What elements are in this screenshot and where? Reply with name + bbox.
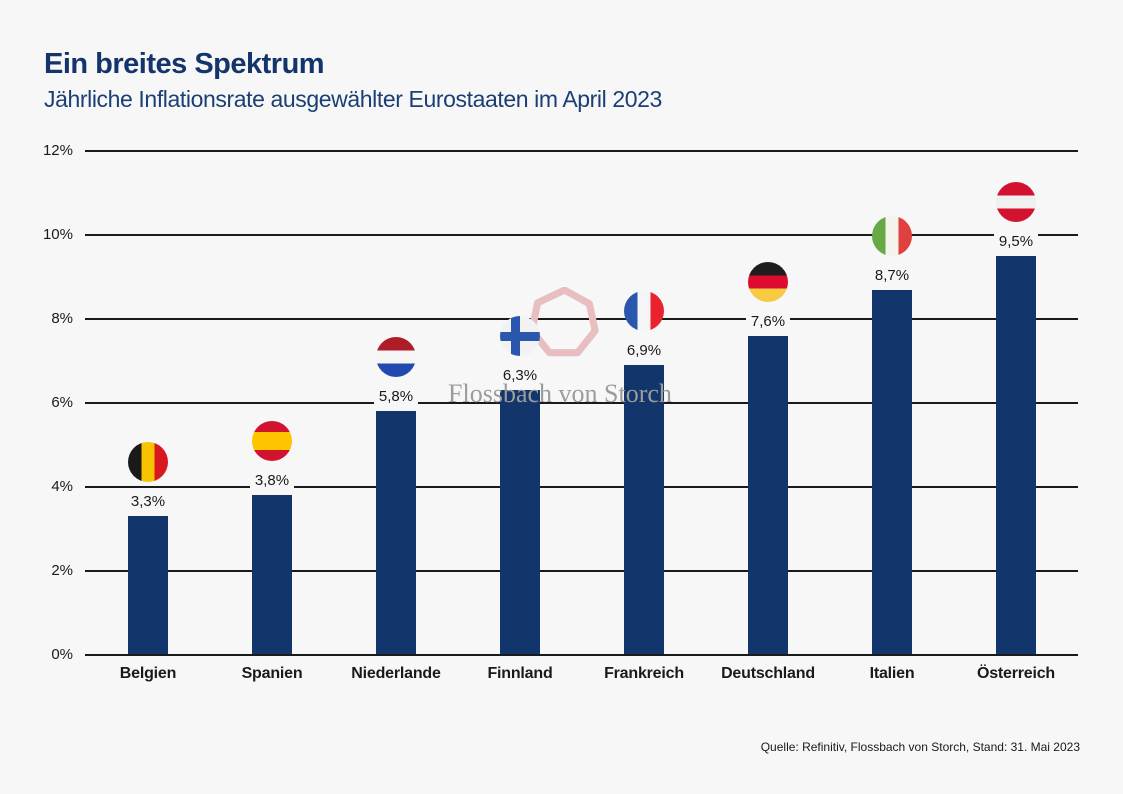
category-label-niederlande: Niederlande [351, 665, 441, 682]
bar-frankreich [624, 365, 664, 655]
value-label-text: 6,9% [621, 342, 667, 361]
value-label: 6,9% [584, 342, 704, 361]
gridline-4% [85, 486, 1078, 488]
gridline-2% [85, 570, 1078, 572]
niederlande-flag-icon [376, 337, 416, 378]
oesterreich-flag-icon [996, 182, 1036, 222]
spanien-flag-icon [252, 421, 292, 462]
bar-spanien [252, 495, 292, 655]
value-label: 9,5% [956, 233, 1076, 251]
deutschland-flag-icon [748, 261, 788, 302]
y-axis-tick-label: 0% [51, 646, 73, 663]
gridline-0% [85, 654, 1078, 656]
belgien-flag-icon [128, 442, 168, 483]
y-axis-tick-label: 6% [51, 394, 73, 411]
value-label-text: 6,3% [497, 367, 543, 386]
source-note: Quelle: Refinitiv, Flossbach von Storch,… [760, 740, 1080, 754]
value-label-text: 3,8% [249, 472, 295, 491]
y-axis-tick-label: 2% [51, 562, 73, 579]
bar-belgien [128, 516, 168, 655]
category-label-österreich: Österreich [976, 665, 1056, 682]
category-label-frankreich: Frankreich [604, 665, 684, 682]
value-label: 5,8% [336, 388, 456, 407]
category-label-spanien: Spanien [241, 665, 303, 682]
y-axis-tick-label: 4% [51, 478, 73, 495]
category-label-italien: Italien [869, 665, 915, 682]
y-axis-tick-label: 12% [42, 142, 73, 159]
gridline-6% [85, 402, 1078, 404]
category-label-belgien: Belgien [119, 665, 177, 682]
cross-vertical-bar [510, 316, 521, 357]
watermark-text: Flossbach von Storch [448, 379, 672, 408]
finnland-flag-icon [500, 316, 540, 357]
value-label-text: 7,6% [745, 312, 791, 331]
bar-niederlande [376, 411, 416, 655]
category-label-finnland: Finnland [487, 665, 553, 682]
y-axis-tick-label: 10% [42, 226, 73, 243]
heptagon-logo-icon [528, 287, 599, 357]
value-label: 3,8% [212, 472, 332, 491]
frankreich-flag-icon [624, 291, 664, 332]
bar-deutschland [748, 335, 788, 655]
gridline-10% [85, 234, 1078, 236]
bar-italien [872, 289, 912, 655]
page-title: Ein breites Spektrum [44, 48, 325, 80]
bar-österreich [996, 256, 1036, 655]
value-label: 8,7% [832, 266, 952, 285]
value-label: 6,3% [460, 367, 580, 386]
value-label: 3,3% [88, 493, 208, 512]
bar-finnland [500, 390, 540, 655]
category-label-deutschland: Deutschland [721, 665, 815, 682]
y-axis-tick-label: 8% [51, 310, 73, 327]
value-label-text: 5,8% [373, 388, 419, 407]
value-label-text: 9,5% [993, 233, 1039, 251]
gridline-12% [85, 150, 1078, 152]
value-label: 7,6% [708, 312, 828, 331]
value-label-text: 3,3% [125, 493, 171, 512]
italien-flag-icon [872, 215, 912, 256]
page-subtitle: Jährliche Inflationsrate ausgewählter Eu… [44, 86, 662, 112]
gridline-8% [85, 318, 1078, 320]
value-label-text: 8,7% [869, 266, 915, 285]
